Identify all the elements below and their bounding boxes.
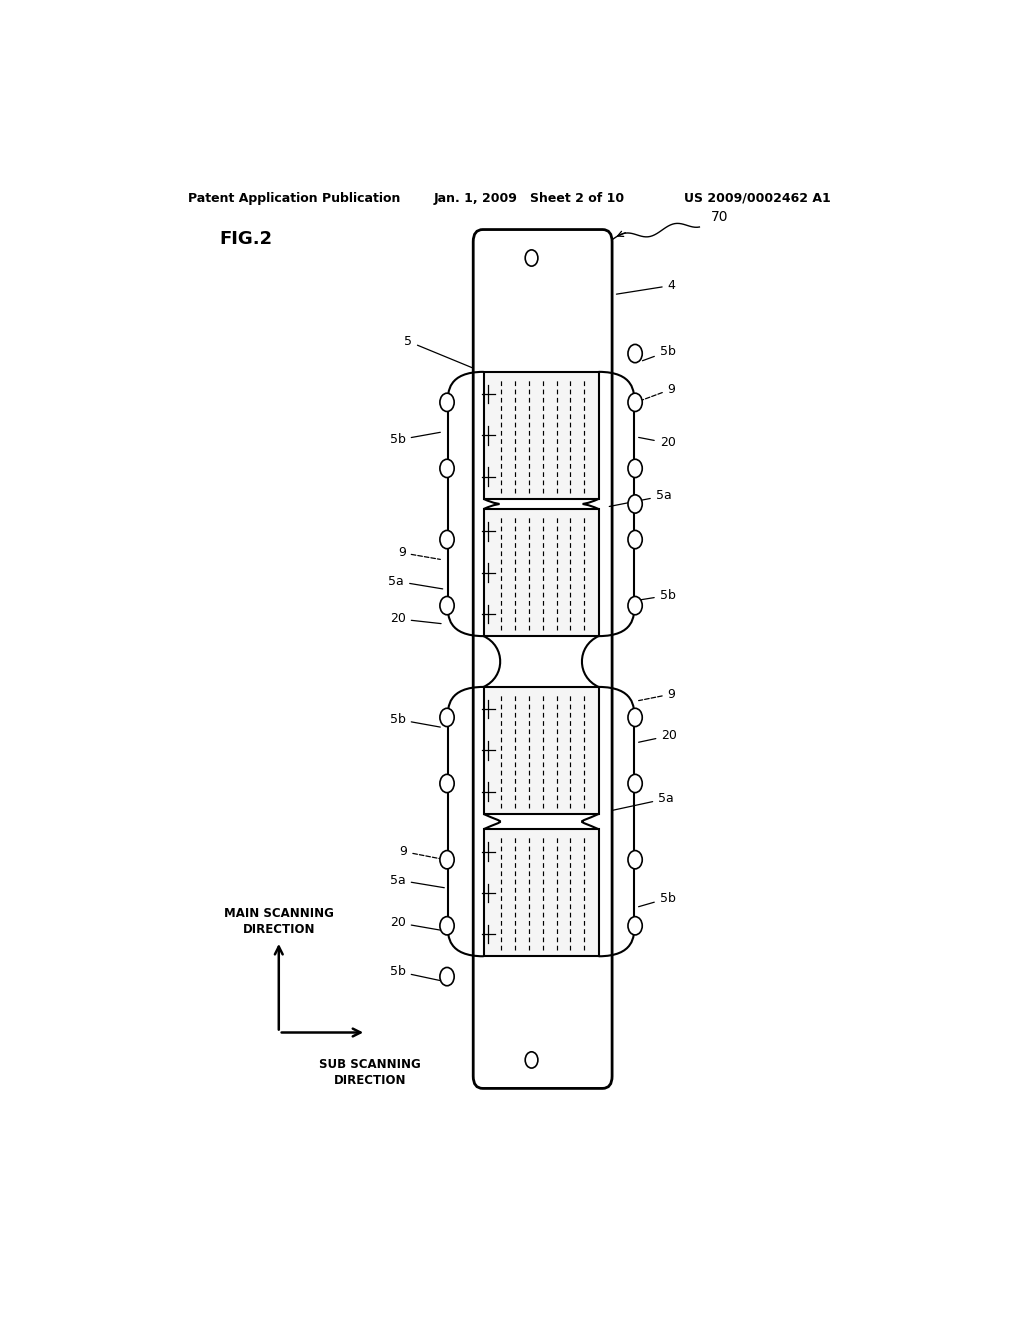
Text: 5: 5 <box>404 335 472 368</box>
Text: 5b: 5b <box>390 965 442 981</box>
FancyBboxPatch shape <box>483 510 599 636</box>
Circle shape <box>440 916 455 935</box>
Text: SUB SCANNING
DIRECTION: SUB SCANNING DIRECTION <box>319 1057 421 1086</box>
Circle shape <box>440 459 455 478</box>
Text: 9: 9 <box>399 845 442 859</box>
Circle shape <box>628 709 642 726</box>
Circle shape <box>628 459 642 478</box>
Circle shape <box>440 968 455 986</box>
Text: 5b: 5b <box>639 589 676 602</box>
Text: 5b: 5b <box>642 345 676 360</box>
Text: 9: 9 <box>639 688 676 701</box>
FancyBboxPatch shape <box>473 230 612 1089</box>
Text: 4: 4 <box>616 279 676 294</box>
Text: 70: 70 <box>712 210 729 224</box>
Text: 5b: 5b <box>390 433 440 446</box>
Text: Patent Application Publication: Patent Application Publication <box>187 191 400 205</box>
FancyBboxPatch shape <box>483 372 599 499</box>
Text: 20: 20 <box>639 437 676 450</box>
Text: 5a: 5a <box>388 574 442 589</box>
Circle shape <box>628 775 642 792</box>
FancyBboxPatch shape <box>483 829 599 956</box>
Circle shape <box>628 531 642 549</box>
Text: 9: 9 <box>398 546 440 560</box>
Circle shape <box>628 850 642 869</box>
Circle shape <box>628 393 642 412</box>
Circle shape <box>628 916 642 935</box>
Circle shape <box>440 709 455 726</box>
Text: 20: 20 <box>390 612 441 626</box>
Text: 5a: 5a <box>612 792 674 810</box>
Text: US 2009/0002462 A1: US 2009/0002462 A1 <box>684 191 830 205</box>
Text: 9: 9 <box>639 383 676 401</box>
Circle shape <box>440 393 455 412</box>
Circle shape <box>440 850 455 869</box>
Text: 5a: 5a <box>390 874 444 888</box>
Text: 20: 20 <box>390 916 442 931</box>
Text: 5a: 5a <box>609 490 672 507</box>
Text: MAIN SCANNING
DIRECTION: MAIN SCANNING DIRECTION <box>224 907 334 936</box>
Text: 20: 20 <box>639 729 677 742</box>
Circle shape <box>440 775 455 792</box>
Text: 5b: 5b <box>639 892 676 907</box>
Circle shape <box>440 531 455 549</box>
Circle shape <box>628 345 642 363</box>
Circle shape <box>628 495 642 513</box>
Circle shape <box>628 597 642 615</box>
Text: 5b: 5b <box>390 713 440 727</box>
FancyBboxPatch shape <box>483 686 599 814</box>
Circle shape <box>440 597 455 615</box>
Text: FIG.2: FIG.2 <box>219 230 272 248</box>
Text: Jan. 1, 2009   Sheet 2 of 10: Jan. 1, 2009 Sheet 2 of 10 <box>433 191 625 205</box>
